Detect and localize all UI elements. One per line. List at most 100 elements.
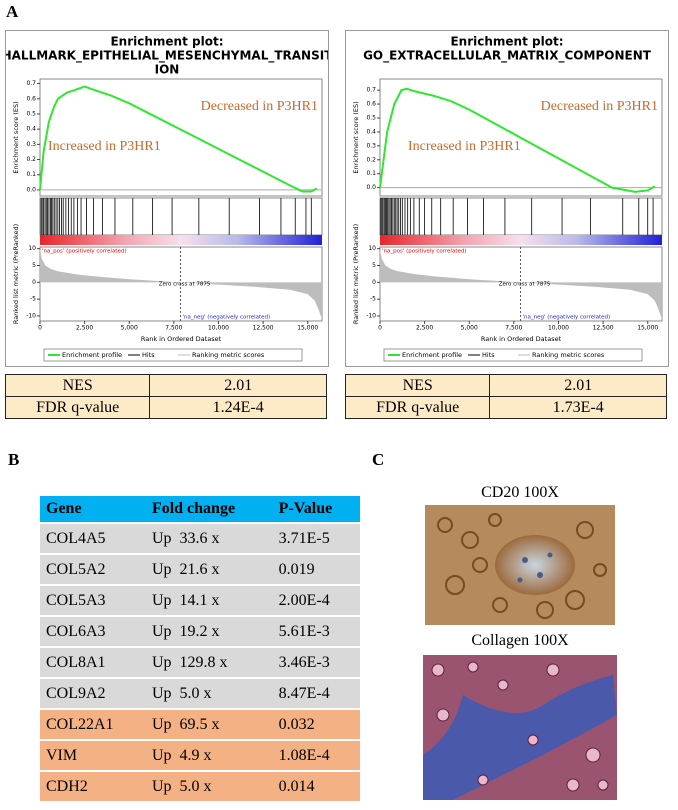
y-tick-label: 0.1 xyxy=(26,171,36,178)
micrograph-art xyxy=(423,655,617,800)
neg-label: 'na_neg' (negatively correlated) xyxy=(183,315,271,321)
header-row: Gene Fold change P-Value xyxy=(40,496,360,522)
rank-area xyxy=(40,248,322,320)
x-tick-label: 7,500 xyxy=(505,325,522,332)
stats-cell: FDR q-value xyxy=(4,396,151,419)
heat-bar xyxy=(380,235,662,245)
y-tick-label: 0.0 xyxy=(366,184,376,191)
x-tick-label: 7,500 xyxy=(165,325,182,332)
y-tick-label: 10 xyxy=(28,245,36,252)
y-tick-label: 0.0 xyxy=(26,186,36,193)
gene-row: COL4A5 Up 33.6 x 3.71E-5 xyxy=(40,524,360,553)
y-tick-label: 0 xyxy=(372,279,376,286)
micrograph-art xyxy=(425,505,615,625)
y-tick-label: -10 xyxy=(366,312,376,319)
y-tick-label: -5 xyxy=(370,296,376,303)
gene-cell: 0.019 xyxy=(272,555,360,584)
x-tick-label: 12,500 xyxy=(593,325,614,332)
zero-cross-label: Zero cross at 7875 xyxy=(499,282,551,288)
plot-title: HALLMARK_EPITHELIAL_MESENCHYMAL_TRANSIT xyxy=(6,49,328,64)
axis-label: Ranked list metric (PreRanked) xyxy=(352,224,360,324)
axis-label: Enrichment score (ES) xyxy=(352,101,360,173)
stats-table: NES 2.01 FDR q-value 1.24E-4 xyxy=(4,374,327,419)
annotation: Increased in P3HR1 xyxy=(48,139,161,154)
legend-label: Hits xyxy=(142,351,155,359)
y-tick-label: 5 xyxy=(32,262,36,269)
gene-cell: Up 19.2 x xyxy=(145,617,273,646)
gene-cell: Up 129.8 x xyxy=(145,648,273,677)
y-tick-label: -5 xyxy=(30,296,36,303)
x-tick-label: 0 xyxy=(378,325,382,332)
zero-cross-label: Zero cross at 7875 xyxy=(159,282,211,288)
gene-cell: 8.47E-4 xyxy=(272,679,360,708)
legend-label: Enrichment profile xyxy=(402,351,462,359)
x-tick-label: 5,000 xyxy=(461,325,478,332)
gene-cell: COL5A3 xyxy=(40,586,146,615)
panel-label: A xyxy=(6,2,19,21)
gene-cell: 0.014 xyxy=(272,772,360,801)
gene-row: COL9A2 Up 5.0 x 8.47E-4 xyxy=(40,679,360,708)
stats-row: NES 2.01 xyxy=(4,374,327,397)
header-cell: P-Value xyxy=(272,496,360,522)
stats-cell: 1.24E-4 xyxy=(149,396,327,419)
stats-row: FDR q-value 1.24E-4 xyxy=(4,396,327,419)
y-tick-label: 0.4 xyxy=(366,128,376,135)
gene-cell: VIM xyxy=(40,741,146,770)
gene-cell: Up 5.0 x xyxy=(145,679,273,708)
gene-cell: COL6A3 xyxy=(40,617,146,646)
x-tick-label: 15,000 xyxy=(637,325,658,332)
heat-bar xyxy=(40,235,322,245)
legend-box xyxy=(43,348,303,362)
legend-label: Ranking metric scores xyxy=(192,351,265,359)
neg-label: 'na_neg' (negatively correlated) xyxy=(523,315,611,321)
stats-cell: NES xyxy=(344,374,491,397)
es-frame xyxy=(379,78,663,197)
plot-title: ION xyxy=(155,63,180,77)
gene-row: COL6A3 Up 19.2 x 5.61E-3 xyxy=(40,617,360,646)
gene-cell: Up 21.6 x xyxy=(145,555,273,584)
y-tick-label: 0.5 xyxy=(366,115,376,122)
gene-cell: COL9A2 xyxy=(40,679,146,708)
gsea-svg: Enrichment plot:HALLMARK_EPITHELIAL_MESE… xyxy=(2,35,333,362)
es-curve xyxy=(379,87,656,193)
y-tick-label: 0.5 xyxy=(26,110,36,117)
gene-cell: Up 14.1 x xyxy=(145,586,273,615)
plot-title: Enrichment plot: xyxy=(110,35,223,49)
gene-cell: Up 5.0 x xyxy=(145,772,273,801)
micrograph xyxy=(423,655,617,800)
axis-label: Ranked list metric (PreRanked) xyxy=(12,224,20,324)
x-tick-label: 15,000 xyxy=(297,325,318,332)
y-tick-label: 0.7 xyxy=(366,87,376,94)
annotation: Increased in P3HR1 xyxy=(408,139,521,154)
gene-cell: 3.71E-5 xyxy=(272,524,360,553)
stats-cell: 2.01 xyxy=(149,374,327,397)
stats-cell: NES xyxy=(4,374,151,397)
y-tick-label: 0.6 xyxy=(366,101,376,108)
gsea-plot: Enrichment plot: GO_EXTRACELLULAR_MATRIX_… xyxy=(345,30,669,367)
axis-label: Rank in Ordered Dataset xyxy=(481,335,562,343)
pos-label: 'na_pos' (positively correlated) xyxy=(382,249,467,255)
micrograph xyxy=(425,505,615,625)
gene-cell: COL22A1 xyxy=(40,710,146,739)
gene-cell: Up 33.6 x xyxy=(145,524,273,553)
panel-label: C xyxy=(372,450,385,469)
gene-cell: 0.032 xyxy=(272,710,360,739)
x-tick-label: 10,000 xyxy=(208,325,229,332)
pos-label: 'na_pos' (positively correlated) xyxy=(42,249,127,255)
legend-label: Enrichment profile xyxy=(62,351,122,359)
gene-cell: COL4A5 xyxy=(40,524,146,553)
y-tick-label: -10 xyxy=(26,312,36,319)
y-tick-label: 0.7 xyxy=(26,80,36,87)
y-tick-label: 5 xyxy=(372,262,376,269)
header-cell: Gene xyxy=(40,496,146,522)
y-tick-label: 0.6 xyxy=(26,95,36,102)
gene-cell: Up 4.9 x xyxy=(145,741,273,770)
gsea-plot: Enrichment plot: HALLMARK_EPITHELIAL_MESE… xyxy=(2,30,333,367)
gene-row: COL8A1 Up 129.8 x 3.46E-3 xyxy=(40,648,360,677)
y-tick-label: 0.2 xyxy=(366,156,376,163)
axis-label: Enrichment score (ES) xyxy=(12,101,20,173)
gene-cell: COL8A1 xyxy=(40,648,146,677)
image-title: CD20 100X xyxy=(481,484,559,501)
gene-cell: 1.08E-4 xyxy=(272,741,360,770)
